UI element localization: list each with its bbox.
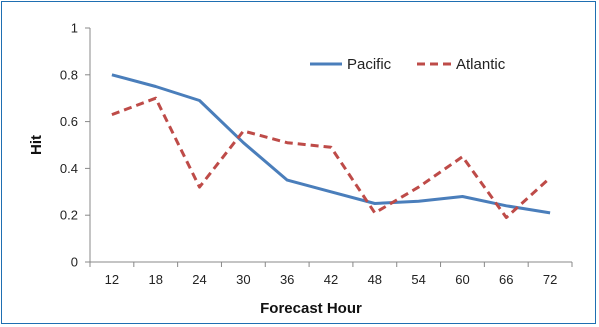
y-tick-label: 0.4	[60, 161, 78, 176]
x-tick-labels: 12 18 24 30 36 42 48 54 60 66 72	[105, 272, 558, 287]
y-axis-title: Hit	[28, 135, 45, 155]
y-tick-label: 0.6	[60, 114, 78, 129]
legend: Pacific Atlantic	[310, 56, 506, 73]
y-tick-labels: 0 0.2 0.4 0.6 0.8 1	[60, 21, 78, 270]
x-tick-label: 60	[455, 272, 469, 287]
x-tick-label: 72	[543, 272, 557, 287]
y-tick-label: 0.8	[60, 67, 78, 82]
series-line-atlantic	[111, 96, 552, 219]
y-tick-label: 1	[71, 21, 78, 36]
legend-label-pacific: Pacific	[347, 56, 392, 73]
legend-label-atlantic: Atlantic	[456, 56, 506, 73]
x-tick-label: 42	[324, 272, 338, 287]
y-tick-label: 0.2	[60, 208, 78, 223]
x-tick-label: 12	[105, 272, 119, 287]
series-lines	[111, 73, 552, 219]
series-line-pacific	[111, 73, 551, 215]
x-tick-label: 66	[499, 272, 513, 287]
x-tick-label: 48	[368, 272, 382, 287]
y-tick-label: 0	[71, 255, 78, 270]
x-tick-label: 24	[192, 272, 206, 287]
x-tick-label: 36	[280, 272, 294, 287]
x-tick-label: 18	[148, 272, 162, 287]
x-axis-title: Forecast Hour	[260, 300, 362, 317]
axes	[85, 27, 573, 267]
x-tick-label: 30	[236, 272, 250, 287]
x-tick-label: 54	[411, 272, 425, 287]
